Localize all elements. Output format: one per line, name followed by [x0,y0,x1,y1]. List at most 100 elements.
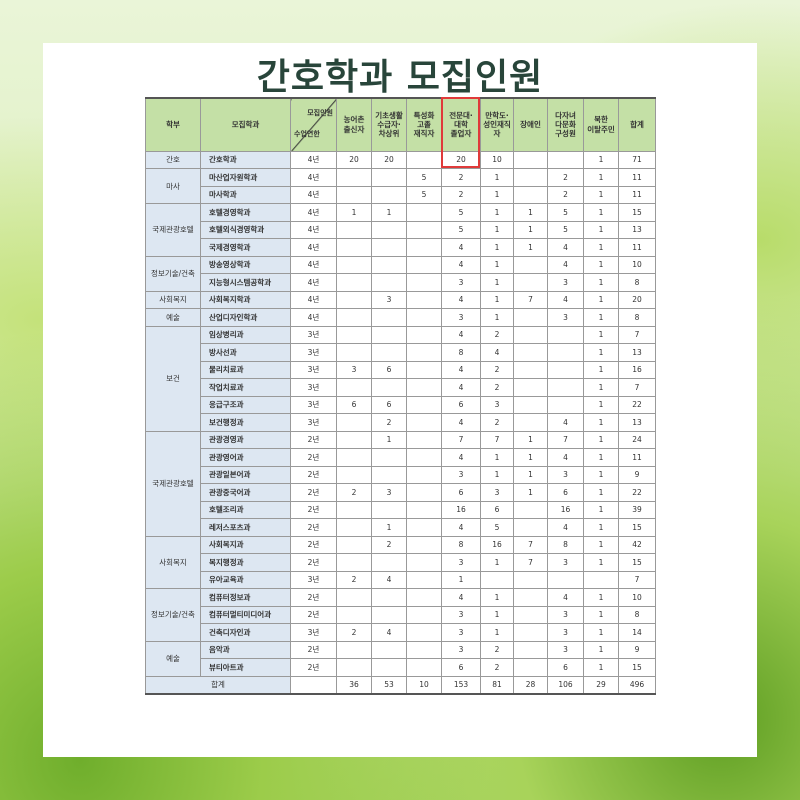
count-cell: 8 [618,273,656,292]
count-cell: 1 [513,238,548,257]
count-cell: 3 [441,553,481,572]
count-cell: 39 [618,500,656,519]
count-cell: 4 [441,378,481,397]
count-cell [547,570,584,589]
count-cell: 2 [371,413,407,432]
count-cell [547,325,584,344]
dept-cell: 보건행정과 [200,413,291,432]
count-cell [371,255,407,274]
count-cell: 10 [618,255,656,274]
count-cell: 5 [547,203,584,222]
count-cell [336,658,372,677]
years-cell: 4년 [290,255,337,274]
count-cell [336,535,372,554]
count-cell: 1 [371,518,407,537]
count-cell: 1 [480,553,514,572]
count-cell: 15 [618,658,656,677]
count-cell: 3 [371,483,407,502]
total-cell: 53 [371,675,407,695]
count-cell: 1 [480,465,514,484]
years-cell: 2년 [290,605,337,624]
table-row: 레저스포츠과 2년 1 4 5 4 1 15 [146,518,656,537]
table-row: 국제관광호텔 관광경영과 2년 1 7 7 1 7 1 24 [145,430,656,537]
count-cell [336,255,372,274]
count-cell: 22 [618,483,656,502]
count-cell [406,360,442,379]
count-cell: 5 [406,168,442,187]
count-cell: 1 [513,220,548,239]
count-cell [513,273,548,292]
count-cell: 1 [583,465,619,484]
count-cell: 2 [441,168,481,187]
table-row: 사회복지 사회복지학과 4년 3 4 1 7 4 1 20 [145,290,656,309]
count-cell: 7 [618,325,656,344]
dept-cell: 컴퓨터정보과 [200,588,291,607]
dept-cell: 호텔경영학과 [200,203,291,222]
count-cell [406,343,442,362]
count-cell [406,518,442,537]
count-cell: 8 [441,343,481,362]
dept-cell: 컴퓨터멀티미디어과 [200,605,291,624]
table-row: 정보기술/건축 방송영상학과 4년 4 1 4 1 10 [145,255,656,292]
count-cell [406,413,442,432]
count-cell: 2 [480,640,514,659]
count-cell: 3 [441,273,481,292]
count-cell [336,640,372,659]
count-cell: 1 [583,343,619,362]
dept-cell: 사회복지학과 [200,290,291,309]
count-cell [513,168,548,187]
count-cell: 9 [618,465,656,484]
count-cell: 1 [441,570,481,589]
count-cell: 3 [547,308,584,327]
count-cell: 6 [371,395,407,414]
count-cell [480,570,514,589]
count-cell: 1 [583,378,619,397]
count-cell [371,238,407,257]
count-cell: 3 [480,395,514,414]
count-cell [336,238,372,257]
count-cell [371,308,407,327]
count-cell: 4 [441,255,481,274]
count-cell: 13 [618,220,656,239]
count-cell [371,325,407,344]
count-cell: 1 [513,483,548,502]
count-cell [513,325,548,344]
count-cell [513,588,548,607]
count-cell: 3 [547,553,584,572]
count-cell: 1 [583,483,619,502]
count-cell [406,640,442,659]
table-row: 유아교육과 3년 2 4 1 7 [146,570,656,589]
count-cell: 1 [513,203,548,222]
count-cell: 2 [480,378,514,397]
total-row: 합계 36 53 10 153 81 28 106 29 496 [145,675,656,695]
count-cell: 13 [618,343,656,362]
count-cell: 4 [441,238,481,257]
count-cell: 1 [583,535,619,554]
total-cell [290,675,337,695]
count-cell [513,255,548,274]
header-dept: 모집학과 [200,97,291,152]
count-cell: 1 [583,308,619,327]
header-row: 학부 모집학과 모집인원 수업연한 농어촌 출신자 기초생활 수급자· 차상위 특성… [145,97,656,152]
count-cell: 20 [371,150,407,169]
dept-cell: 산업디자인학과 [200,308,291,327]
count-cell: 2 [480,325,514,344]
faculty-cell: 사회복지 [145,290,201,309]
count-cell: 7 [618,378,656,397]
table-row: 국제관광호텔 호텔경영학과 4년 1 1 5 1 1 5 1 15 [145,203,656,257]
total-label: 합계 [145,675,291,695]
count-cell: 6 [441,483,481,502]
count-cell: 1 [583,150,619,169]
count-cell: 11 [618,448,656,467]
count-cell [513,308,548,327]
count-cell: 14 [618,623,656,642]
years-cell: 3년 [290,395,337,414]
count-cell: 1 [480,308,514,327]
count-cell [371,220,407,239]
header-col: 전문대· 대학 졸업자 [441,97,481,152]
count-cell: 7 [618,570,656,589]
dept-cell: 물리치료과 [200,360,291,379]
count-cell: 9 [618,640,656,659]
count-cell [336,605,372,624]
count-cell [336,413,372,432]
